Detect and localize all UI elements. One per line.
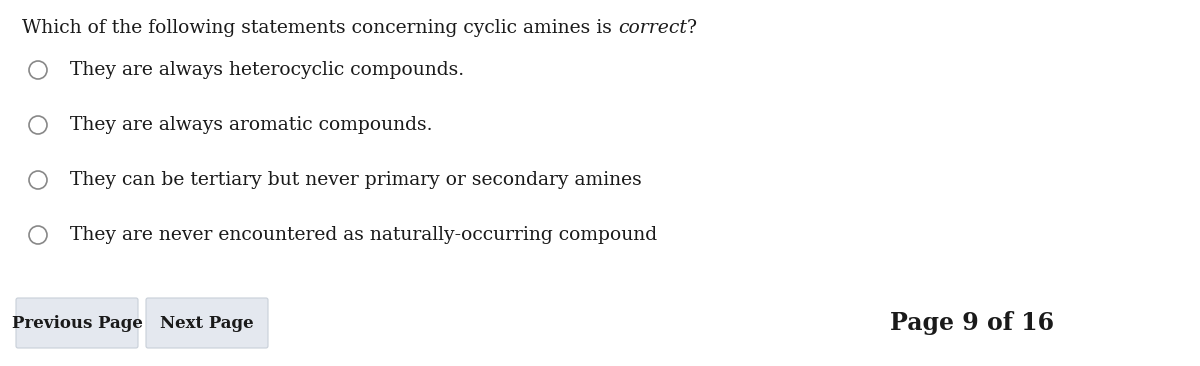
Circle shape (29, 116, 47, 134)
Text: Page 9 of 16: Page 9 of 16 (890, 311, 1054, 335)
FancyBboxPatch shape (146, 298, 268, 348)
Text: Previous Page: Previous Page (12, 314, 143, 332)
Text: They are always heterocyclic compounds.: They are always heterocyclic compounds. (70, 61, 464, 79)
FancyBboxPatch shape (16, 298, 138, 348)
Text: ?: ? (686, 19, 697, 37)
Text: Next Page: Next Page (160, 314, 254, 332)
Text: correct: correct (618, 19, 686, 37)
Text: Which of the following statements concerning cyclic amines is: Which of the following statements concer… (22, 19, 618, 37)
Circle shape (29, 226, 47, 244)
Text: They are never encountered as naturally-occurring compound: They are never encountered as naturally-… (70, 226, 658, 244)
Circle shape (29, 171, 47, 189)
Circle shape (29, 61, 47, 79)
Text: They are always aromatic compounds.: They are always aromatic compounds. (70, 116, 432, 134)
Text: They can be tertiary but never primary or secondary amines: They can be tertiary but never primary o… (70, 171, 642, 189)
